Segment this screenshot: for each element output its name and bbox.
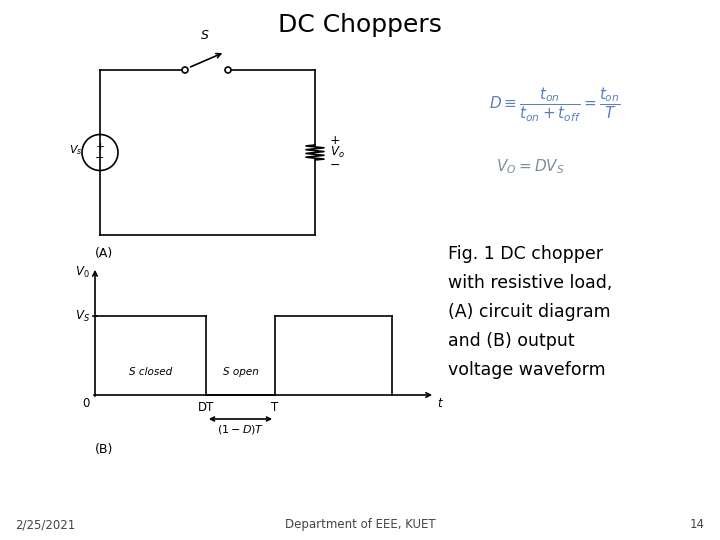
Text: $V_S$: $V_S$ [75, 308, 90, 323]
Text: S open: S open [222, 367, 258, 377]
Text: $D \equiv \dfrac{t_{on}}{t_{on}+t_{off}} = \dfrac{t_{on}}{T}$: $D \equiv \dfrac{t_{on}}{t_{on}+t_{off}}… [489, 86, 621, 124]
Text: −: − [95, 153, 104, 164]
Text: $V_s$: $V_s$ [69, 144, 83, 157]
Text: 2/25/2021: 2/25/2021 [15, 518, 76, 531]
Text: Department of EEE, KUET: Department of EEE, KUET [284, 518, 436, 531]
Text: 0: 0 [83, 397, 90, 410]
Text: with resistive load,: with resistive load, [448, 274, 613, 292]
Text: (B): (B) [95, 443, 113, 456]
Text: Fig. 1 DC chopper: Fig. 1 DC chopper [448, 245, 603, 263]
Text: $t$: $t$ [437, 397, 444, 410]
Text: and (B) output: and (B) output [448, 332, 575, 350]
Text: $(1-D)T$: $(1-D)T$ [217, 423, 264, 436]
Text: $V_O = DV_S$: $V_O = DV_S$ [495, 158, 564, 177]
Text: S closed: S closed [129, 367, 172, 377]
Text: 14: 14 [690, 518, 705, 531]
Text: +: + [330, 133, 341, 146]
Text: DT: DT [198, 401, 214, 414]
Text: (A) circuit diagram: (A) circuit diagram [448, 303, 611, 321]
Text: +: + [95, 141, 104, 152]
Text: DC Choppers: DC Choppers [278, 13, 442, 37]
Text: (A): (A) [95, 247, 113, 260]
Text: S: S [201, 29, 208, 42]
Circle shape [182, 67, 188, 73]
Text: T: T [271, 401, 279, 414]
Text: $V_o$: $V_o$ [330, 145, 345, 160]
Text: voltage waveform: voltage waveform [448, 361, 606, 379]
Text: −: − [330, 159, 341, 172]
Text: $V_0$: $V_0$ [76, 265, 90, 280]
Circle shape [225, 67, 231, 73]
